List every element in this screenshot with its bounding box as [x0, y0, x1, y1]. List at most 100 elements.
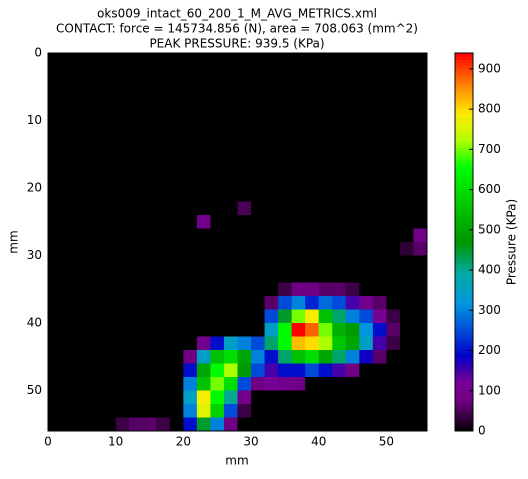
heatmap-cell: [305, 336, 320, 351]
heatmap-cell: [102, 134, 117, 148]
heatmap-cell: [332, 107, 347, 121]
heatmap-cell: [372, 80, 387, 94]
heatmap-cell: [278, 215, 293, 229]
heatmap-cell: [372, 323, 387, 337]
heatmap-cell: [386, 404, 401, 418]
heatmap-cell: [399, 147, 414, 162]
heatmap-cell: [210, 201, 225, 216]
heatmap-cell: [399, 404, 414, 418]
heatmap-cell: [345, 417, 360, 432]
heatmap-cell: [88, 417, 103, 432]
heatmap-cell: [413, 80, 428, 94]
heatmap-cell: [142, 66, 157, 81]
heatmap-cell: [61, 377, 76, 391]
colorbar-swatch: [455, 109, 473, 114]
heatmap-cell: [223, 107, 238, 121]
heatmap-cell: [386, 134, 401, 148]
heatmap-cell: [237, 242, 252, 256]
heatmap-cell: [129, 269, 144, 283]
heatmap-cell: [129, 53, 144, 67]
heatmap-cell: [318, 120, 333, 135]
heatmap-cell: [399, 309, 414, 324]
heatmap-cell: [359, 323, 374, 337]
heatmap-cell: [210, 120, 225, 135]
colorbar-swatch: [455, 289, 473, 293]
heatmap-cell: [115, 201, 130, 216]
colorbar-swatch: [455, 213, 473, 218]
heatmap-cell: [278, 269, 293, 283]
heatmap-cell: [196, 323, 211, 337]
heatmap-cell: [359, 228, 374, 243]
heatmap-cell: [88, 93, 103, 108]
heatmap-cell: [372, 147, 387, 162]
heatmap-cell: [142, 255, 157, 270]
heatmap-cell: [372, 309, 387, 324]
colorbar-swatch: [455, 166, 473, 171]
heatmap-cell: [278, 66, 293, 81]
heatmap-cell: [183, 66, 198, 81]
heatmap-cell: [237, 377, 252, 391]
heatmap-cell: [196, 134, 211, 148]
heatmap-cell: [305, 201, 320, 216]
colorbar-swatch: [455, 201, 473, 205]
heatmap-cell: [129, 282, 144, 297]
heatmap-cell: [223, 296, 238, 310]
colorbar-swatch: [455, 323, 473, 328]
heatmap-cell: [345, 147, 360, 162]
heatmap-cell: [386, 147, 401, 162]
heatmap-cell: [48, 147, 63, 162]
heatmap-cell: [88, 228, 103, 243]
heatmap-cell: [332, 255, 347, 270]
heatmap-cell: [169, 336, 184, 351]
colorbar-swatch: [455, 235, 473, 240]
heatmap-cell: [75, 228, 90, 243]
colorbar-tick-label: 700: [478, 142, 501, 156]
y-tick-label: 40: [27, 316, 42, 330]
heatmap-cell: [169, 242, 184, 256]
heatmap-cell: [399, 417, 414, 432]
heatmap-cell: [61, 336, 76, 351]
colorbar-tick-label: 800: [478, 102, 501, 116]
heatmap-cell: [413, 282, 428, 297]
heatmap-cell: [413, 228, 428, 243]
heatmap-cell: [129, 66, 144, 81]
heatmap-cell: [88, 134, 103, 148]
heatmap-cell: [169, 323, 184, 337]
heatmap-cell: [305, 147, 320, 162]
heatmap-cell: [102, 255, 117, 270]
heatmap-cell: [372, 228, 387, 243]
colorbar-tick-label: 0: [478, 424, 486, 438]
colorbar-swatch: [455, 264, 473, 268]
heatmap-cell: [237, 228, 252, 243]
chart-title: oks009_intact_60_200_1_M_AVG_METRICS.xml: [97, 7, 377, 21]
colorbar-swatch: [455, 251, 473, 256]
heatmap-cell: [345, 363, 360, 378]
colorbar-swatch: [455, 386, 473, 391]
heatmap-cell: [75, 93, 90, 108]
colorbar-swatch: [455, 301, 473, 306]
colorbar-swatch: [455, 279, 473, 284]
heatmap-cell: [359, 201, 374, 216]
heatmap-cell: [210, 404, 225, 418]
heatmap-cell: [196, 242, 211, 256]
x-tick-label: 10: [108, 435, 123, 449]
heatmap-cell: [305, 215, 320, 229]
heatmap-cell: [305, 404, 320, 418]
heatmap-cell: [88, 120, 103, 135]
heatmap-cell: [332, 215, 347, 229]
heatmap-cell: [372, 161, 387, 175]
heatmap-cell: [305, 323, 320, 337]
heatmap-cell: [386, 93, 401, 108]
heatmap-cell: [156, 147, 171, 162]
heatmap-cell: [264, 53, 279, 67]
heatmap-cell: [318, 134, 333, 148]
heatmap-cell: [359, 282, 374, 297]
heatmap-cell: [413, 309, 428, 324]
colorbar-swatch: [455, 421, 473, 426]
colorbar-swatch: [455, 298, 473, 303]
heatmap-cell: [372, 201, 387, 216]
heatmap-cell: [48, 377, 63, 391]
heatmap-cell: [291, 269, 306, 283]
heatmap-cell: [251, 134, 266, 148]
heatmap-cell: [129, 147, 144, 162]
